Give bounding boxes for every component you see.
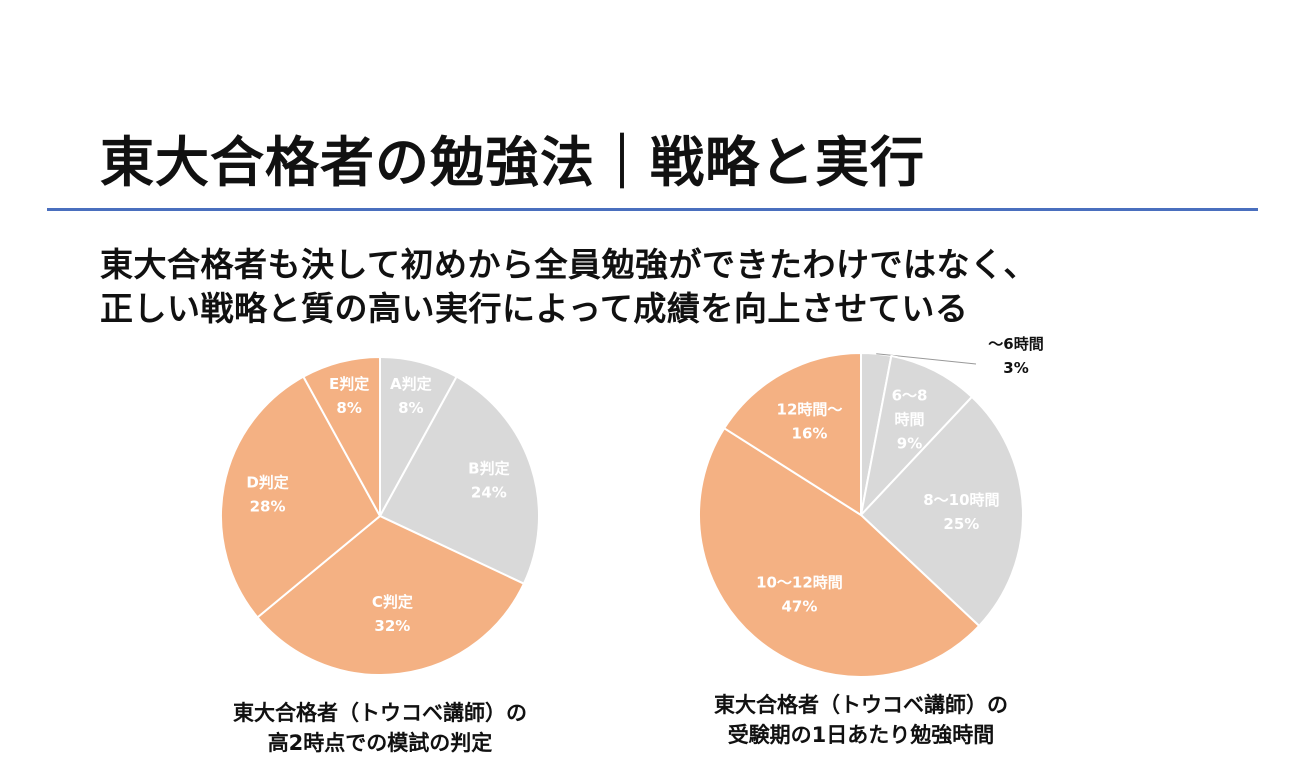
pie-slice-4 [698,426,981,678]
slice-pct-label: 16% [792,424,828,442]
pie-slice-5 [302,355,381,517]
pie-chart-mock-exam-judgement: A判定 8% B判定 24% C判定 32% D判定 28% E判定 8% [220,355,540,676]
slice-name-label: E判定 [329,375,369,393]
slice-pct-label: 32% [374,617,410,635]
subtitle-line-1: 東大合格者も決して初めから全員勉強ができたわけではなく、 [100,245,1038,284]
slice-pct-label: 3% [1003,359,1028,377]
slice-pct-label: 8% [336,399,361,417]
slice-pct-label: 25% [943,515,979,533]
caption-line-2: 受験期の1日あたり勉強時間 [727,723,995,747]
pie-slice-5 [722,351,862,517]
caption-line-2: 高2時点での模試の判定 [267,731,493,755]
pie-chart-daily-study-hours: 〜6時間 3% 6〜8 時間 9% 8〜10時間 25% 10〜12時間 47% 12時間〜 16% [698,335,1044,678]
slice-pct-label: 8% [398,399,423,417]
slice-name-label: C判定 [372,593,413,611]
slice-pct-label: 47% [781,597,817,615]
slice-name-label: 12時間〜 [777,400,843,418]
slice-name-label: 6〜8 [892,387,928,405]
subtitle-line-2: 正しい戦略と質の高い実行によって成績を向上させている [100,289,969,328]
pie-slice-3 [256,514,526,676]
slice-name-label: D判定 [246,474,288,492]
chart-caption-study-hours: 東大合格者（トウコベ講師）の 受験期の1日あたり勉強時間 [661,690,1061,750]
page-subtitle: 東大合格者も決して初めから全員勉強ができたわけではなく、 正しい戦略と質の高い実… [100,243,1037,331]
slice-pct-label: 28% [250,498,286,516]
pie-slice-2 [378,375,540,586]
slice-name-label: 8〜10時間 [923,491,999,509]
slice-pct-label: 24% [471,484,507,502]
slice-name-label: 10〜12時間 [756,573,843,591]
caption-line-1: 東大合格者（トウコベ講師）の [233,701,527,725]
caption-line-1: 東大合格者（トウコベ講師）の [714,693,1008,717]
slice-name-label: A判定 [390,375,432,393]
pie-slice-2 [859,354,974,519]
pie-slice-4 [220,375,382,619]
chart-caption-mock-exam: 東大合格者（トウコベ講師）の 高2時点での模試の判定 [180,698,580,758]
slice-name-label: 〜6時間 [988,335,1043,353]
slice-pct-label: 9% [897,435,922,453]
page-title: 東大合格者の勉強法｜戦略と実行 [100,131,925,194]
slice-name-label: B判定 [468,460,509,478]
title-divider [47,208,1258,211]
pie-slice-3 [859,395,1024,628]
slice-name-label: 時間 [895,411,925,429]
